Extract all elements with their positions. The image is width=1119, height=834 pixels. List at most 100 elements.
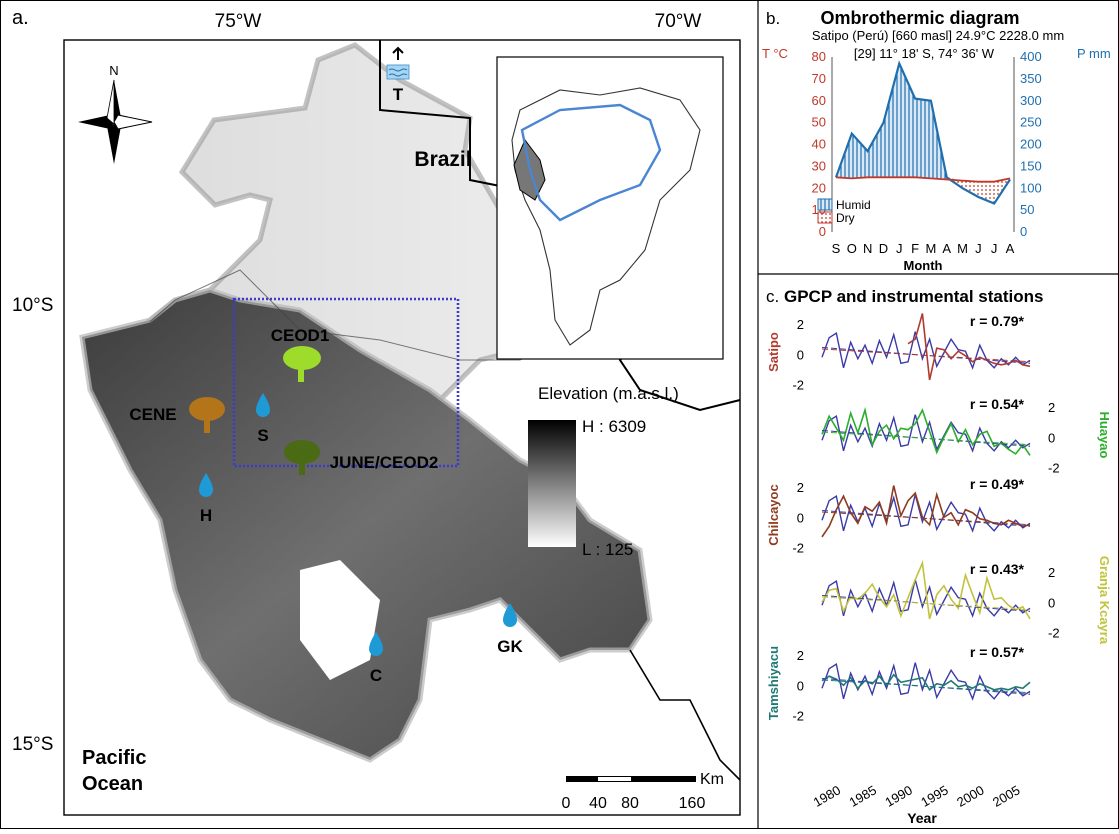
y-tick-label: 2 [797,480,804,495]
inset-south-america [497,57,723,359]
y-tick-label: 0 [1048,595,1055,610]
left-tick-label: 60 [812,93,826,108]
y-tick-label: -2 [792,377,804,392]
scale-tick-40: 40 [589,795,607,812]
month-tick-label: F [911,241,919,256]
y-tick-label: 0 [797,347,804,362]
month-tick-label: O [847,241,857,256]
left-tick-label: 80 [812,49,826,64]
ombro-legend: Humid Dry [818,198,871,225]
elevation-title: Elevation (m.a.s.l.) [538,384,679,403]
left-tick-label: 20 [812,180,826,195]
x-tick-label: 2005 [990,782,1023,809]
site-label-c: C [370,666,382,685]
lon-label-70w: 70°W [655,11,702,32]
right-tick-label: 100 [1020,180,1042,195]
correlation-label: r = 0.49* [970,476,1025,492]
right-tick-label: 300 [1020,93,1042,108]
x-tick-label: 1985 [847,782,880,809]
elevation-low: L : 125 [582,540,633,559]
panel-b-xlabel: Month [904,258,943,273]
right-tick-label: 0 [1020,224,1027,239]
station-name-label: Tamshiyacu [766,646,781,720]
elevation-high: H : 6309 [582,417,646,436]
x-tick-label: 2000 [954,782,987,809]
site-label-s: S [257,426,268,445]
month-tick-label: J [991,241,998,256]
month-tick-label: J [975,241,982,256]
panel-b-ombrothermic: b. Ombrothermic diagram Satipo (Perú) [6… [762,8,1111,273]
month-tick-label: M [925,241,936,256]
t-axis-label: T °C [762,46,788,61]
correlation-label: r = 0.79* [970,313,1025,329]
site-label-h: H [200,506,212,525]
left-tick-label: 0 [819,224,826,239]
left-tick-label: 70 [812,71,826,86]
y-tick-label: 2 [1048,400,1055,415]
temp-line [836,177,1010,181]
month-tick-label: S [832,241,841,256]
elevation-colorbar [528,420,576,547]
month-tick-label: N [863,241,872,256]
station-name-label: Granja Kcayra [1097,556,1112,645]
correlation-label: r = 0.57* [970,644,1025,660]
right-tick-label: 400 [1020,49,1042,64]
y-tick-label: -2 [792,540,804,555]
left-tick-label: 40 [812,137,826,152]
x-tick-label: 1995 [918,782,951,809]
ocean-label-line2: Ocean [82,773,143,795]
legend-humid: Humid [836,198,871,212]
site-label-cene: CENE [129,405,176,424]
panel-b-subtitle2: [29] 11° 18' S, 74° 36' W [854,46,995,61]
x-tick-label: 1980 [811,782,844,809]
panel-c-letter: c. [766,287,779,306]
lon-label-75w: 75°W [215,11,262,32]
site-label-ceod1: CEOD1 [271,326,330,345]
legend-dry: Dry [836,211,855,225]
y-tick-label: 2 [797,648,804,663]
month-tick-label: J [896,241,903,256]
month-tick-label: M [957,241,968,256]
panel-a-map: a. 75°W 70°W 10°S 15°S N [12,7,740,815]
left-tick-label: 50 [812,115,826,130]
x-tick-label: 1990 [882,782,915,809]
ocean-label-line1: Pacific [82,747,146,769]
y-tick-label: 2 [797,317,804,332]
lat-label-10s: 10°S [12,295,53,316]
panel-c-title: GPCP and instrumental stations [784,287,1043,306]
country-label-brazil: Brazil [414,148,471,171]
right-tick-label: 350 [1020,71,1042,86]
y-tick-label: 0 [1048,430,1055,445]
p-axis-label: P mm [1077,46,1111,61]
humid-area [836,64,1010,182]
panel-c-xlabel: Year [907,810,937,826]
scale-tick-160: 160 [679,795,706,812]
right-tick-label: 200 [1020,137,1042,152]
y-tick-label: -2 [792,708,804,723]
y-tick-label: 0 [797,510,804,525]
y-tick-label: -2 [1048,625,1060,640]
panel-b-letter: b. [766,9,780,28]
left-tick-label: 30 [812,158,826,173]
panel-a-letter: a. [12,7,29,29]
month-tick-label: D [879,241,888,256]
site-label-gk: GK [497,637,523,656]
month-tick-label: A [942,241,951,256]
lat-label-15s: 15°S [12,734,53,755]
y-tick-label: -2 [1048,460,1060,475]
scale-tick-80: 80 [621,795,639,812]
correlation-label: r = 0.43* [970,561,1025,577]
panel-b-title: Ombrothermic diagram [820,8,1019,28]
station-name-label: Chilcayoc [766,484,781,545]
station-name-label: Huayao [1097,412,1112,459]
panel-b-subtitle: Satipo (Perú) [660 masl] 24.9°C 2228.0 m… [812,28,1064,43]
right-tick-label: 250 [1020,115,1042,130]
site-label-t: T [393,85,404,104]
y-tick-label: 2 [1048,565,1055,580]
scale-unit: Km [700,771,724,788]
right-tick-label: 150 [1020,158,1042,173]
correlation-label: r = 0.54* [970,396,1025,412]
